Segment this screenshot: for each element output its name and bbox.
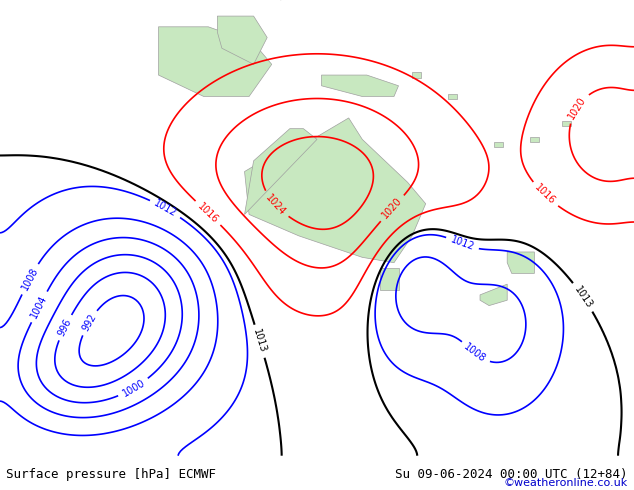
Polygon shape bbox=[380, 268, 399, 290]
Text: 1016: 1016 bbox=[533, 183, 557, 207]
Text: Su 09-06-2024 00:00 UTC (12+84): Su 09-06-2024 00:00 UTC (12+84) bbox=[395, 467, 628, 481]
Text: 1020: 1020 bbox=[566, 95, 588, 121]
Text: 1013: 1013 bbox=[572, 284, 594, 310]
Text: 996: 996 bbox=[56, 317, 74, 338]
Polygon shape bbox=[562, 121, 571, 126]
Polygon shape bbox=[217, 16, 267, 64]
Polygon shape bbox=[321, 75, 399, 97]
Text: 1000: 1000 bbox=[120, 378, 146, 398]
Polygon shape bbox=[494, 142, 503, 147]
Text: 1008: 1008 bbox=[20, 266, 40, 292]
Text: 1024: 1024 bbox=[264, 193, 288, 217]
Text: 1012: 1012 bbox=[152, 198, 179, 219]
Text: Surface pressure [hPa] ECMWF: Surface pressure [hPa] ECMWF bbox=[6, 467, 216, 481]
Text: 1012: 1012 bbox=[449, 235, 476, 253]
Text: 1008: 1008 bbox=[462, 342, 488, 365]
Text: 1004: 1004 bbox=[29, 294, 49, 320]
Polygon shape bbox=[448, 94, 457, 99]
Text: 1016: 1016 bbox=[196, 201, 221, 225]
Polygon shape bbox=[245, 129, 317, 215]
Polygon shape bbox=[158, 27, 272, 97]
Polygon shape bbox=[412, 73, 421, 78]
Text: 1020: 1020 bbox=[380, 196, 404, 220]
Polygon shape bbox=[245, 118, 425, 263]
Polygon shape bbox=[480, 284, 507, 306]
Text: 992: 992 bbox=[80, 312, 98, 333]
Text: ©weatheronline.co.uk: ©weatheronline.co.uk bbox=[503, 478, 628, 488]
Text: 1013: 1013 bbox=[251, 328, 268, 354]
Polygon shape bbox=[507, 252, 534, 273]
Polygon shape bbox=[530, 137, 539, 142]
